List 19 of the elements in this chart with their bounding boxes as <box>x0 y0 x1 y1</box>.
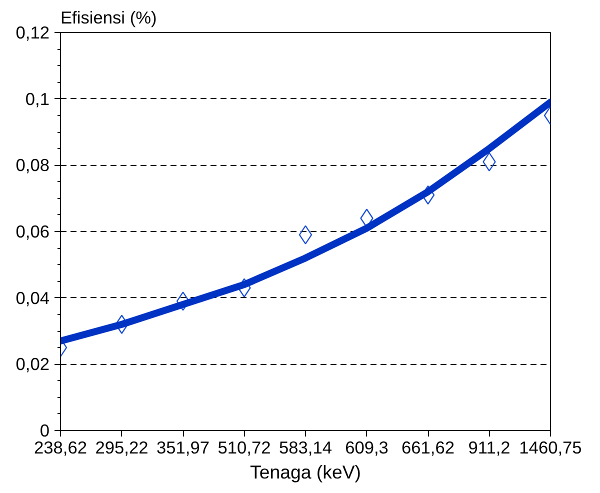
x-tick-label: 911,2 <box>468 438 510 458</box>
x-tick-label: 661,62 <box>402 438 454 458</box>
x-tick-label: 1460,75 <box>519 438 582 458</box>
y-tick-label: 0,12 <box>16 22 50 42</box>
y-tick-label: 0,02 <box>16 354 50 374</box>
y-tick-label: 0,04 <box>16 288 50 308</box>
x-tick-label: 609,3 <box>345 438 388 458</box>
x-tick-label: 351,97 <box>156 438 210 458</box>
point <box>298 225 312 244</box>
x-tick-label: 238,62 <box>34 438 87 458</box>
y-tick-label: 0 <box>40 420 50 440</box>
x-tick-label: 295,22 <box>95 438 148 458</box>
x-tick-label: 583,14 <box>279 438 332 458</box>
y-tick-label: 0,08 <box>16 155 50 176</box>
x-axis-title: Tenaga (keV) <box>250 462 361 482</box>
y-tick-label: 0,1 <box>25 88 50 109</box>
y-tick-label: 0,06 <box>16 222 50 242</box>
x-tick-label: 510,72 <box>218 438 271 458</box>
y-axis-title: Efisiensi (%) <box>60 8 157 28</box>
